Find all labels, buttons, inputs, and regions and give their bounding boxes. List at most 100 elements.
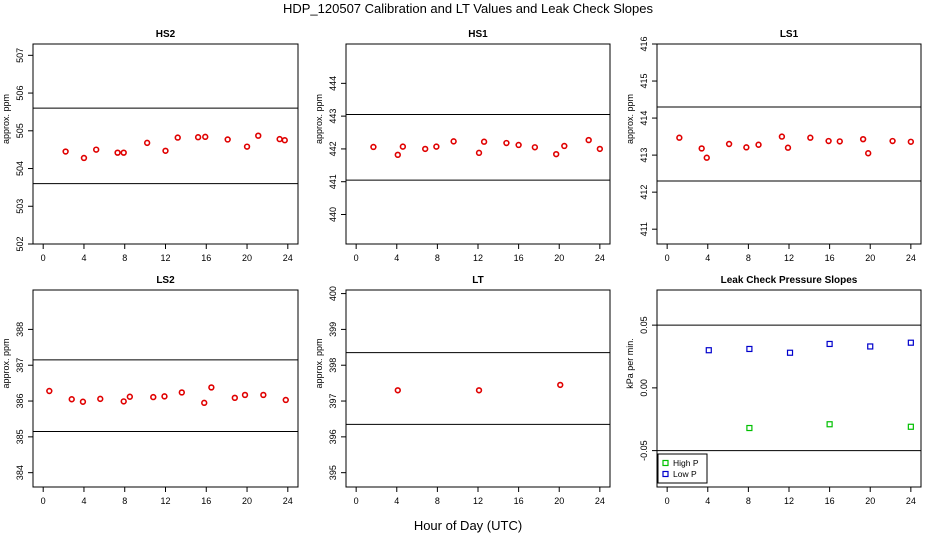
data-point: [433, 143, 440, 150]
plot-frame: [32, 289, 299, 488]
panel-title: LT: [472, 275, 483, 286]
y-tick-label: 386: [15, 394, 25, 409]
low-p-point: [826, 340, 833, 348]
data-point: [68, 396, 75, 403]
data-point: [80, 154, 88, 162]
chart-panel-2: HS1 0 4 8 12 16 20 24 440 441 442 443 444 approx. ppm: [314, 29, 611, 263]
data-point: [475, 387, 483, 394]
x-tick-label: 24: [283, 253, 293, 263]
chart-panel-3: LS1 0 4 8 12 16 20 24 411 412 413 414 415 416 approx. …: [625, 29, 922, 263]
x-tick-label: 8: [122, 253, 127, 263]
x-tick-label: 20: [865, 253, 875, 263]
x-tick-label: 20: [242, 496, 252, 506]
data-point: [825, 137, 832, 145]
data-point: [97, 395, 104, 403]
y-tick-label: 505: [15, 123, 25, 138]
data-point: [676, 134, 683, 141]
data-point: [120, 398, 127, 405]
legend-marker: [662, 459, 669, 467]
y-tick-label: 416: [639, 36, 649, 51]
x-tick-label: 24: [595, 253, 605, 263]
y-axis-label: approx. ppm: [1, 94, 11, 144]
y-tick-label: 395: [328, 465, 338, 480]
legend-label: High P: [673, 458, 699, 468]
x-tick-label: 16: [514, 253, 524, 263]
x-tick-label: 12: [784, 253, 794, 263]
data-point: [864, 150, 872, 157]
data-point: [174, 134, 181, 141]
low-p-point: [705, 347, 712, 354]
x-tick-label: 16: [514, 496, 524, 506]
y-tick-label: 398: [328, 358, 338, 373]
y-tick-label: 415: [639, 74, 649, 89]
legend-marker: [662, 470, 669, 478]
high-p-point: [746, 424, 753, 432]
data-point: [778, 133, 786, 140]
x-tick-label: 0: [41, 253, 46, 263]
x-tick-label: 8: [122, 496, 127, 506]
data-point: [784, 144, 792, 151]
data-point: [561, 142, 568, 150]
data-point: [703, 154, 710, 161]
x-tick-label: 24: [906, 253, 916, 263]
y-tick-label: 0.05: [639, 316, 649, 334]
data-point: [260, 391, 267, 399]
data-point: [62, 148, 69, 155]
chart-panel-4: LS2 0 4 8 12 16 20 24 384 385 386 387 388 approx. ppm: [1, 275, 299, 506]
y-tick-label: 442: [328, 141, 338, 156]
data-point: [202, 133, 209, 141]
y-tick-label: 0.00: [639, 379, 649, 397]
y-tick-label: 440: [328, 207, 338, 222]
x-tick-label: 8: [746, 253, 751, 263]
y-tick-label: 396: [328, 429, 338, 444]
data-point: [422, 145, 429, 153]
y-tick-label: 444: [328, 76, 338, 91]
legend-label: Low P: [673, 469, 697, 479]
x-tick-label: 0: [41, 496, 46, 506]
high-p-point: [907, 423, 914, 430]
data-point: [46, 387, 53, 395]
x-tick-label: 16: [825, 496, 835, 506]
low-p-point: [786, 349, 794, 356]
data-point: [92, 146, 100, 153]
data-point: [143, 139, 151, 147]
x-tick-label: 12: [473, 496, 483, 506]
data-point: [394, 151, 401, 159]
panel-title: HS2: [156, 29, 176, 40]
data-point: [725, 140, 733, 148]
data-point: [194, 134, 202, 141]
data-point: [807, 134, 814, 141]
low-p-point: [746, 345, 753, 353]
y-axis-label: kPa per min.: [625, 338, 635, 389]
chart-panel-5: LT 0 4 8 12 16 20 24 395 396 397 398 399 400 approx. p…: [314, 275, 611, 506]
x-tick-label: 16: [201, 253, 211, 263]
data-point: [79, 398, 87, 405]
data-point: [743, 144, 750, 151]
data-point: [399, 143, 407, 150]
data-point: [552, 150, 560, 158]
data-point: [515, 141, 522, 149]
data-point: [503, 139, 510, 147]
data-point: [475, 149, 483, 157]
y-axis-label: approx. ppm: [1, 338, 11, 388]
y-tick-label: 397: [328, 394, 338, 409]
data-point: [394, 387, 401, 394]
y-tick-label: 387: [15, 358, 25, 373]
plot-frame: [32, 43, 299, 245]
high-p-point: [826, 421, 833, 428]
data-point: [755, 141, 762, 148]
y-tick-label: 399: [328, 322, 338, 337]
y-tick-label: 413: [639, 148, 649, 163]
x-axis-title: Hour of Day (UTC): [413, 518, 523, 533]
y-axis-label: approx. ppm: [314, 94, 324, 144]
data-point: [178, 389, 186, 396]
x-tick-label: 20: [865, 496, 875, 506]
panel-title: LS1: [780, 29, 799, 40]
data-point: [480, 138, 488, 145]
data-point: [889, 137, 896, 145]
y-tick-label: 507: [15, 48, 25, 63]
x-tick-label: 12: [160, 253, 170, 263]
panel-title: LS2: [156, 275, 175, 286]
plot-frame: [345, 43, 611, 245]
y-tick-label: 502: [15, 236, 25, 251]
